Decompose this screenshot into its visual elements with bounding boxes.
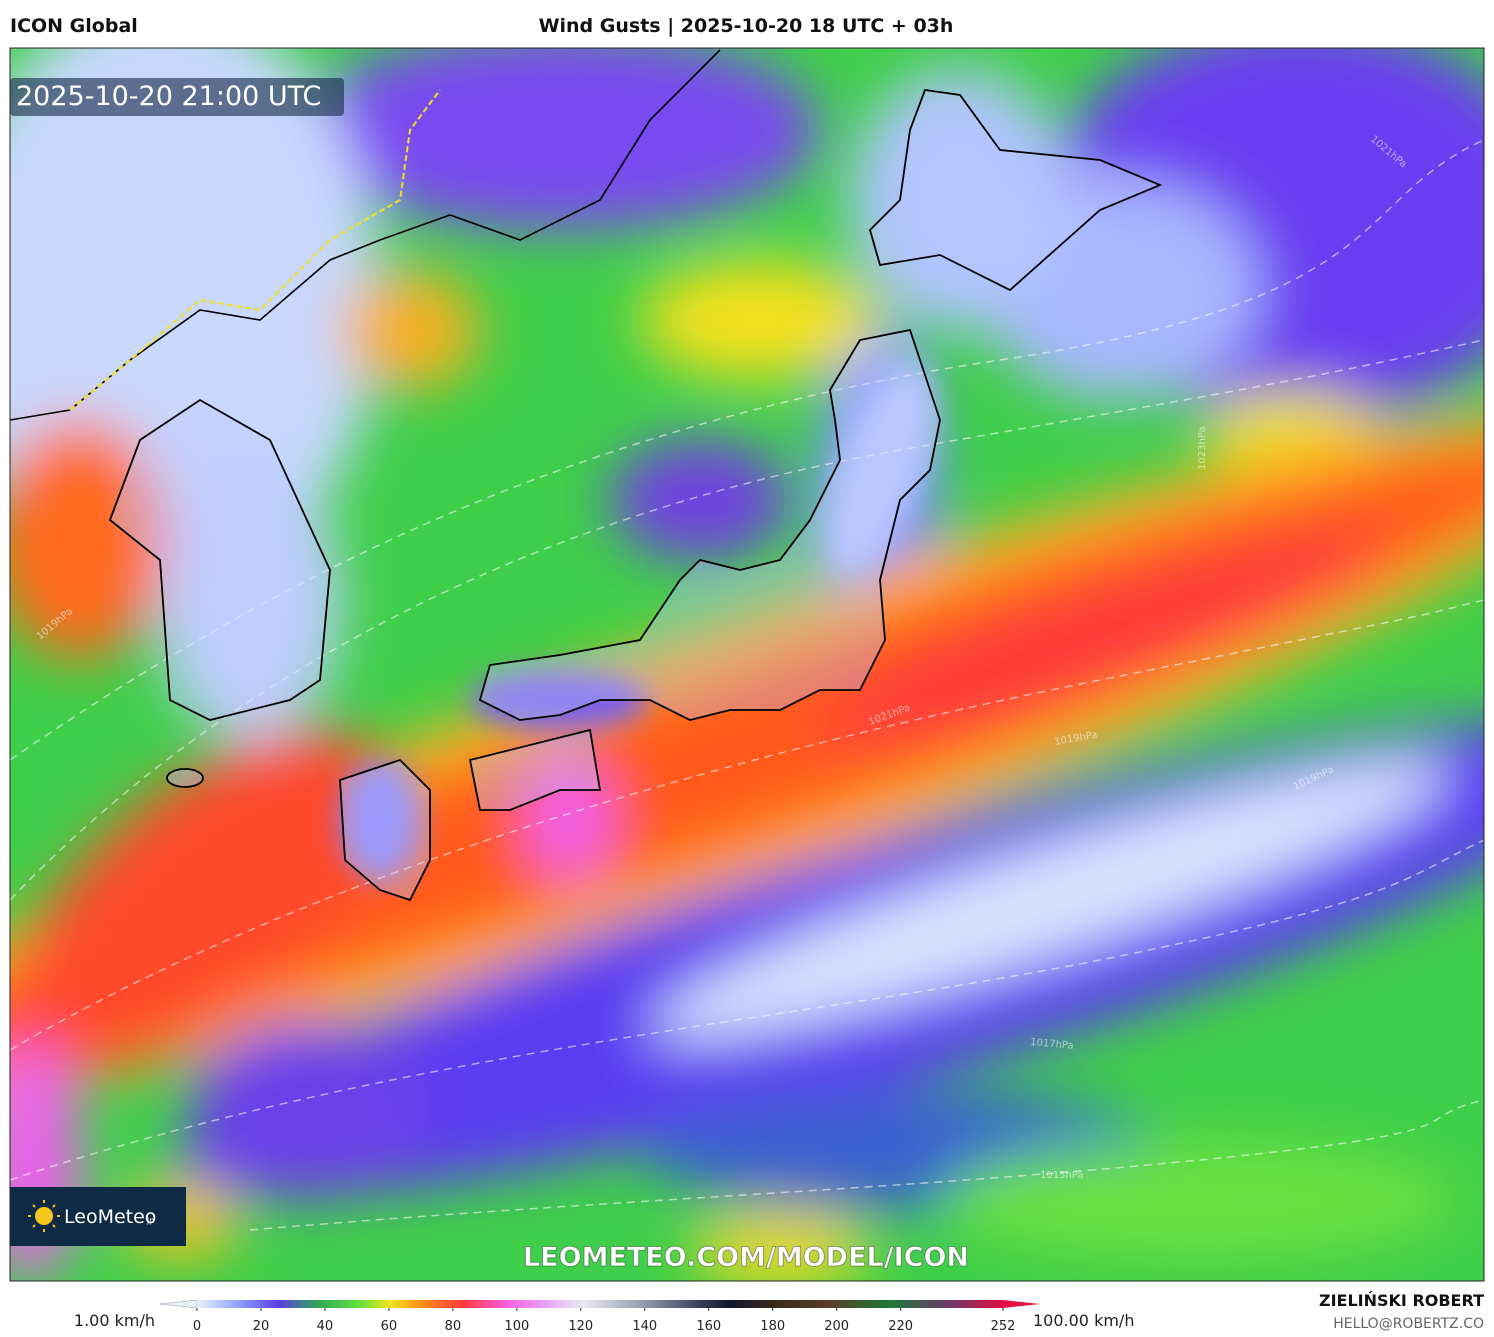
colorbar-tick-label: 120 bbox=[568, 1319, 593, 1334]
model-name: ICON Global bbox=[10, 15, 138, 37]
colorbar-tick-label: 160 bbox=[696, 1319, 721, 1334]
colorbar-tick-label: 100 bbox=[504, 1319, 529, 1334]
coastlines bbox=[108, 89, 1163, 902]
colorbar-max-label: 100.00 km/h bbox=[1033, 1311, 1134, 1330]
colorbar-tick-label: 60 bbox=[381, 1319, 398, 1334]
isobar-label: 1017hPa bbox=[1030, 1037, 1074, 1052]
logo-name: LeoMeteo bbox=[64, 1206, 156, 1228]
map: 1019hPa1021hPa1023hPa1021hPa1019hPa1019h… bbox=[10, 48, 1484, 1281]
colorbar: 0 20 40 60 80 100 120 140 160 180 200 220 252 bbox=[159, 1299, 1040, 1334]
logo-suffix: jp bbox=[146, 1216, 154, 1225]
map-frame bbox=[9, 47, 1485, 1282]
email: HELLO@ROBERTZ.CO bbox=[1333, 1316, 1484, 1332]
isobar-label: 1015hPa bbox=[1040, 1170, 1084, 1181]
land-detail bbox=[340, 365, 934, 880]
map-title: Wind Gusts | 2025-10-20 18 UTC + 03h bbox=[539, 15, 954, 37]
colorbar-tick-label: 220 bbox=[888, 1319, 913, 1334]
isobars bbox=[10, 139, 1484, 1231]
colorbar-right-extension bbox=[1003, 1300, 1040, 1308]
isobar-label: 1023hPa bbox=[1197, 427, 1208, 471]
colorbar-tick-label: 0 bbox=[193, 1319, 201, 1334]
wind-field bbox=[10, 48, 1484, 1281]
time-box bbox=[10, 78, 344, 116]
colorbar-tick-label: 252 bbox=[991, 1319, 1016, 1334]
colorbar-tick-label: 200 bbox=[824, 1319, 849, 1334]
colorbar-tick-label: 180 bbox=[760, 1319, 785, 1334]
author: ZIELIŃSKI ROBERT bbox=[1319, 1291, 1484, 1310]
colorbar-tick-label: 140 bbox=[632, 1319, 657, 1334]
colorbar-left-extension bbox=[159, 1299, 198, 1309]
colorbar-min-label: 1.00 km/h bbox=[74, 1311, 155, 1330]
valid-time: 2025-10-20 21:00 UTC bbox=[16, 81, 321, 112]
colorbar-tick-label: 80 bbox=[445, 1319, 462, 1334]
border-line bbox=[69, 89, 441, 411]
logo-sun bbox=[35, 1207, 53, 1225]
logo-rays bbox=[28, 1200, 60, 1232]
colorbar-tick-label: 40 bbox=[317, 1319, 334, 1334]
watermark: LEOMETEO.COM/MODEL/ICON bbox=[523, 1242, 969, 1273]
colorbar-tick-label: 20 bbox=[253, 1319, 270, 1334]
colorbar-bar bbox=[197, 1300, 1003, 1308]
